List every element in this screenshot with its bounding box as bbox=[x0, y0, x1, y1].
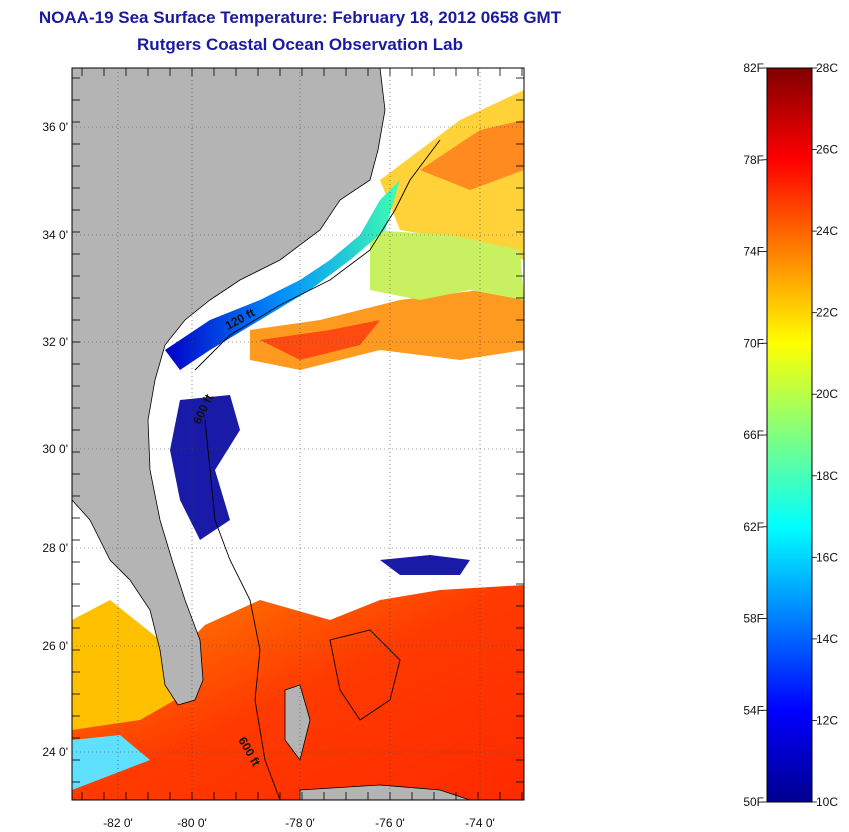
cold-blue-patches bbox=[170, 395, 240, 540]
colorbar-c-label: 26C bbox=[816, 143, 838, 157]
colorbar-f-label: 62F bbox=[743, 520, 764, 534]
colorbar-f-label: 66F bbox=[743, 428, 764, 442]
depth-contour-600ft bbox=[204, 419, 281, 801]
map-title: NOAA-19 Sea Surface Temperature: Februar… bbox=[38, 8, 562, 27]
colorbar-c-label: 22C bbox=[816, 306, 838, 320]
northern-orange-region bbox=[420, 120, 524, 190]
colorbar-c-label: 10C bbox=[816, 795, 838, 809]
lat-tick-label: 26 0' bbox=[42, 639, 68, 653]
colorbar-f-label: 58F bbox=[743, 612, 764, 626]
lon-tick-label: -74 0' bbox=[465, 816, 495, 830]
colorbar-c-label: 24C bbox=[816, 224, 838, 238]
colorbar-c-label: 12C bbox=[816, 713, 838, 727]
colorbar-f-label: 70F bbox=[743, 336, 764, 350]
sst-map: 120 ft 600 ft 600 ft 24 0'26 0'28 0'30 0… bbox=[42, 67, 525, 830]
lon-tick-label: -82 0' bbox=[103, 816, 133, 830]
colorbar-celsius-labels: 28C 26C 24C 22C 20C 18C 16C 14C 12C 10C bbox=[812, 61, 838, 809]
lon-tick-label: -80 0' bbox=[177, 816, 207, 830]
land-cuba-edge bbox=[299, 784, 471, 801]
offshore-blue-patches bbox=[380, 555, 470, 575]
colorbar-f-label: 82F bbox=[743, 61, 764, 75]
colorbar-c-label: 16C bbox=[816, 550, 838, 564]
lon-tick-label: -78 0' bbox=[285, 816, 315, 830]
axis-ticks bbox=[72, 68, 524, 800]
graticule bbox=[72, 68, 524, 800]
colorbar-f-label: 78F bbox=[743, 153, 764, 167]
map-frame bbox=[71, 67, 525, 801]
cold-coastal-band bbox=[165, 180, 400, 370]
colorbar-fahrenheit-labels: 82F 78F 74F 70F 66F 62F 58F 54F 50F bbox=[743, 61, 767, 809]
colorbar: 82F 78F 74F 70F 66F 62F 58F 54F 50F 28C 26C 24C 22C… bbox=[743, 61, 838, 809]
lon-tick-label: -76 0' bbox=[375, 816, 405, 830]
map-subtitle: Rutgers Coastal Ocean Observation Lab bbox=[137, 35, 463, 54]
depth-contour-120ft bbox=[194, 139, 441, 371]
gulf-cool-region bbox=[72, 735, 150, 790]
colorbar-f-label: 74F bbox=[743, 245, 764, 259]
colorbar-c-label: 14C bbox=[816, 632, 838, 646]
scattered-cool-region bbox=[370, 230, 524, 300]
colorbar-c-label: 20C bbox=[816, 387, 838, 401]
lat-tick-label: 30 0' bbox=[42, 442, 68, 456]
lat-tick-label: 34 0' bbox=[42, 228, 68, 242]
lat-tick-label: 36 0' bbox=[42, 120, 68, 134]
colorbar-f-label: 54F bbox=[743, 703, 764, 717]
colorbar-c-label: 28C bbox=[816, 61, 838, 75]
land-mainland bbox=[71, 67, 386, 706]
axis-labels: 24 0' 26 0' 28 0' 30 0' 32 0' 34 0' 36 0' -82 0… bbox=[42, 120, 494, 830]
colorbar-c-label: 18C bbox=[816, 469, 838, 483]
colorbar-gradient bbox=[766, 67, 813, 803]
land-bahamas-andros bbox=[284, 684, 311, 761]
lat-tick-label: 24 0' bbox=[42, 745, 68, 759]
lat-tick-label: 32 0' bbox=[42, 335, 68, 349]
lat-tick-label: 28 0' bbox=[42, 541, 68, 555]
gulf-warm-region bbox=[72, 600, 175, 730]
gulfstream-warm-core bbox=[260, 320, 380, 360]
colorbar-f-label: 50F bbox=[743, 795, 764, 809]
